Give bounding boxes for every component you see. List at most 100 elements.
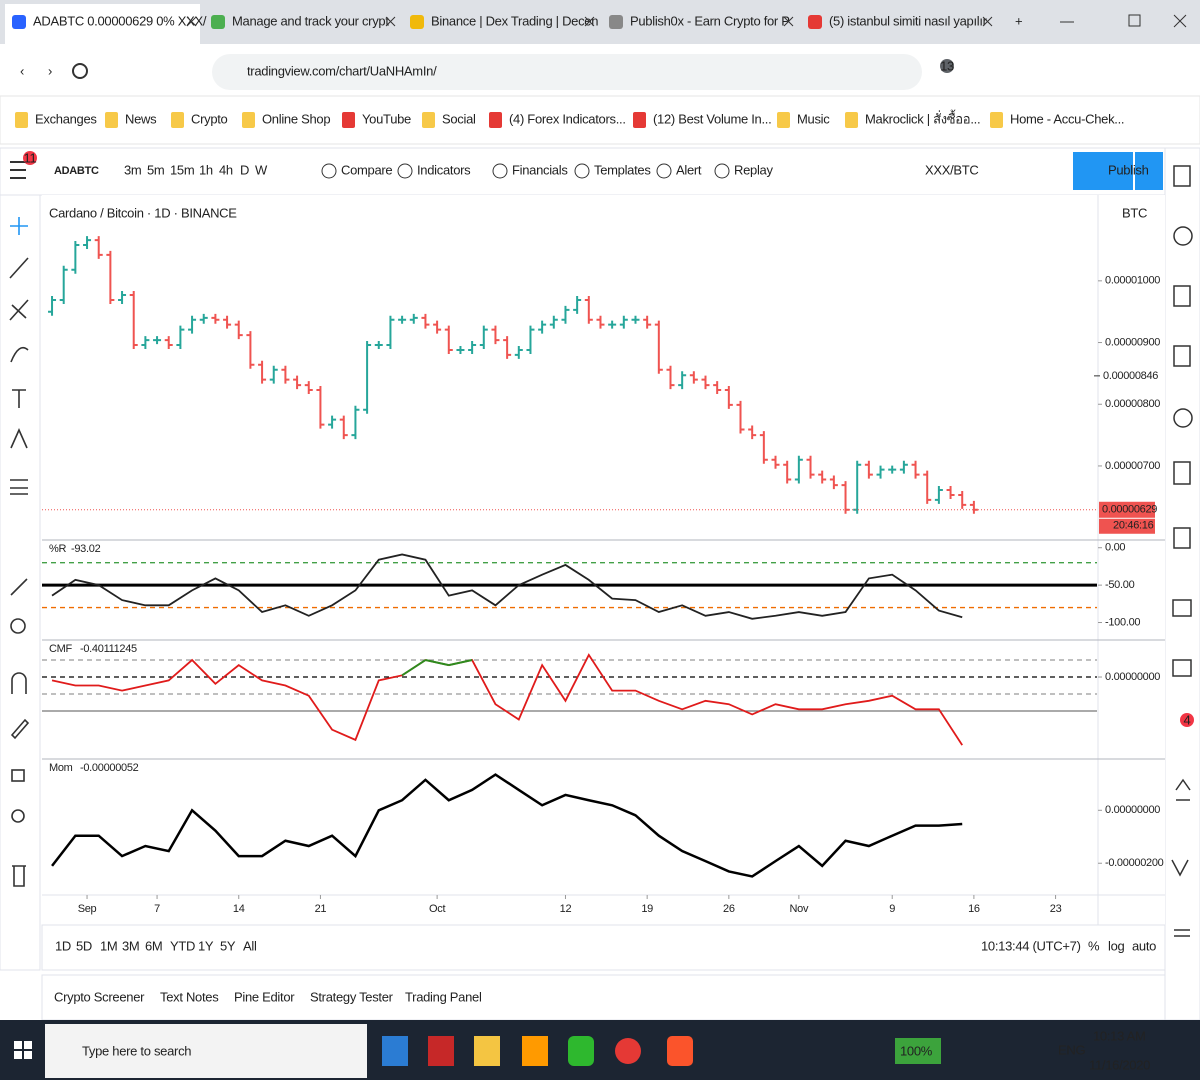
indicator-name: %R (49, 543, 66, 555)
bookmark[interactable]: Makroclick | สั่งซื้ออ... (865, 109, 981, 126)
button-icon (492, 163, 508, 179)
clock: 10:13:44 (UTC+7) (981, 938, 1081, 953)
toolbar-button[interactable]: Indicators (417, 162, 471, 177)
range-button[interactable]: 5Y (220, 938, 236, 953)
interval[interactable]: 3m (124, 162, 142, 177)
countdown-tag (1099, 518, 1155, 534)
ohlc-bar (409, 313, 418, 324)
toolbar-button[interactable]: Alert (676, 162, 702, 177)
range-button[interactable]: 1D (55, 938, 71, 953)
tab-close[interactable] (385, 16, 396, 27)
menu-icon[interactable] (10, 161, 26, 179)
bookmark[interactable]: (12) Best Volume In... (653, 111, 772, 126)
tab-close[interactable] (186, 16, 197, 27)
back-icon[interactable]: ‹ (20, 63, 24, 78)
forward-icon[interactable]: › (48, 63, 52, 78)
bookmark-icon (342, 112, 355, 128)
search-placeholder[interactable]: Type here to search (82, 1043, 192, 1058)
ohlc-bar (94, 236, 103, 259)
panel-tab[interactable]: Text Notes (160, 989, 220, 1004)
panel-tab[interactable]: Pine Editor (234, 989, 296, 1004)
tab-title[interactable]: Publish0x - Earn Crypto for P (630, 13, 790, 28)
bookmark[interactable]: (4) Forex Indicators... (509, 111, 626, 126)
publish-button[interactable] (1073, 152, 1133, 190)
windows-logo[interactable] (14, 1041, 32, 1059)
close-window[interactable] (1173, 14, 1187, 28)
tab-title[interactable]: Binance | Dex Trading | Decen (431, 13, 599, 28)
new-tab[interactable]: + (1015, 13, 1023, 28)
tab-close[interactable] (982, 16, 993, 27)
interval[interactable]: W (255, 162, 268, 177)
indicator-value: -93.02 (71, 543, 101, 555)
interval[interactable]: 5m (147, 162, 165, 177)
indicator-name: Mom (49, 762, 73, 774)
language[interactable]: ENG (1058, 1042, 1086, 1057)
log-toggle[interactable]: log (1108, 938, 1125, 953)
y-tick-label: -50.00 (1105, 579, 1135, 591)
interval[interactable]: 1h (199, 162, 213, 177)
range-button[interactable]: 1M (100, 938, 118, 953)
publish-label[interactable]: Publish (1108, 162, 1149, 177)
bookmark[interactable]: Online Shop (262, 111, 331, 126)
tab-icon (12, 15, 26, 29)
toolbar-button[interactable]: Templates (594, 162, 652, 177)
y-tick-label: 0.00000800 (1105, 398, 1160, 410)
reload-icon[interactable] (72, 63, 88, 79)
interval[interactable]: D (240, 162, 249, 177)
range-button[interactable]: 6M (145, 938, 163, 953)
range-button[interactable]: YTD (170, 938, 195, 953)
ohlc-bar (176, 325, 185, 350)
omnibox[interactable] (212, 54, 922, 90)
ohlc-bar (946, 486, 955, 499)
panel-tab[interactable]: Crypto Screener (54, 989, 145, 1004)
bookmark[interactable]: Exchanges (35, 111, 98, 126)
tab-title[interactable]: Manage and track your crypt (232, 13, 390, 28)
tab-title[interactable]: ADABTC 0.00000629 0% XXX/ (33, 13, 207, 28)
url[interactable]: tradingview.com/chart/UaNHAmIn/ (247, 63, 437, 78)
ohlc-bar (806, 455, 815, 479)
toolbar-button[interactable]: Compare (341, 162, 393, 177)
bookmark[interactable]: Social (442, 111, 476, 126)
interval[interactable]: 4h (219, 162, 233, 177)
tab-title[interactable]: (5) istanbul simiti nasıl yapılır (829, 13, 988, 28)
panel-tab[interactable]: Trading Panel (405, 989, 482, 1004)
toolbar-button[interactable]: Replay (734, 162, 774, 177)
ohlc-bar (923, 470, 932, 504)
ohlc-bar (689, 371, 698, 384)
range-button[interactable]: 1Y (198, 938, 214, 953)
taskbar-apps[interactable] (382, 1036, 693, 1066)
ohlc-bar (234, 320, 243, 340)
ohlc-bar (363, 341, 372, 414)
bookmark[interactable]: Home - Accu-Chek... (1010, 111, 1125, 126)
range-button[interactable]: 5D (76, 938, 92, 953)
bookmark[interactable]: News (125, 111, 157, 126)
pair[interactable]: XXX/BTC (925, 162, 979, 177)
taskbar-search[interactable] (45, 1024, 367, 1078)
auto-toggle[interactable]: auto (1132, 938, 1156, 953)
ohlc-bar (538, 320, 547, 334)
tab-close[interactable] (584, 16, 595, 27)
panel-tab[interactable]: Strategy Tester (310, 989, 394, 1004)
toolbar-button[interactable]: Financials (512, 162, 569, 177)
range-button[interactable]: 3M (122, 938, 140, 953)
tab-close[interactable] (783, 16, 794, 27)
bookmark[interactable]: Crypto (191, 111, 228, 126)
publish-arrow[interactable] (1135, 152, 1163, 190)
active-tab[interactable] (5, 4, 200, 44)
ohlc-bar (759, 431, 768, 464)
ohlc-bar (561, 305, 570, 324)
alerts-badge: 11 (24, 150, 37, 165)
bookmark[interactable]: YouTube (362, 111, 411, 126)
marker-label: 0.00000846 (1103, 370, 1158, 382)
ohlc-bar (958, 490, 967, 509)
ohlc-bar (701, 375, 710, 390)
indicator-segment-above (425, 659, 449, 667)
maximize[interactable] (1128, 14, 1141, 27)
ohlc-bar (398, 315, 407, 324)
symbol[interactable]: ADABTC (54, 165, 99, 177)
bookmark[interactable]: Music (797, 111, 831, 126)
ohlc-bar (211, 313, 220, 324)
percent-toggle[interactable]: % (1088, 938, 1100, 953)
range-button[interactable]: All (243, 938, 257, 953)
interval[interactable]: 15m (170, 162, 195, 177)
